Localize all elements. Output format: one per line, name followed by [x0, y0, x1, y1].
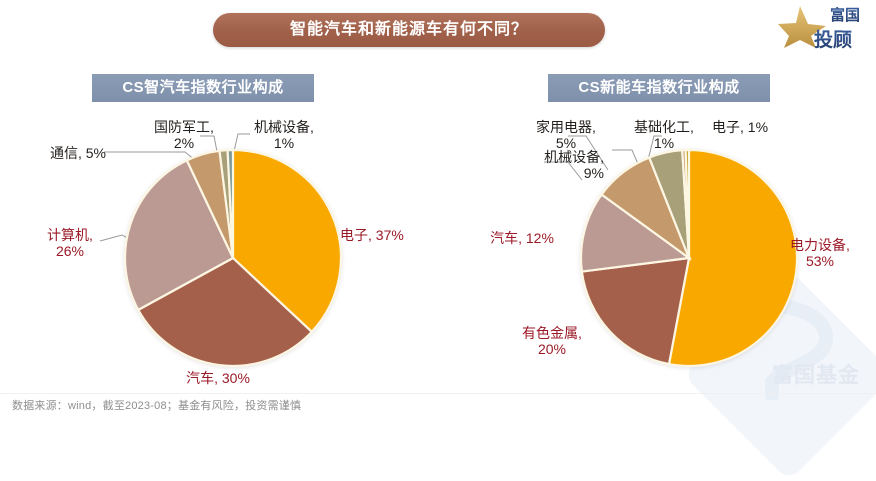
slide-title-banner: 智能汽车和新能源车有何不同？ — [213, 13, 605, 47]
label-nonferrous-metals-right: 有色金属, 20% — [522, 325, 582, 357]
label-machinery-right: 机械设备, 9% — [544, 149, 604, 181]
label-auto-right: 汽车, 12% — [490, 230, 554, 246]
label-electronics-left: 电子, 37% — [340, 227, 404, 243]
pie-chart-new-energy-vehicle — [578, 147, 800, 369]
pie-slice-electronics — [684, 148, 691, 259]
pie-slice-auto — [579, 192, 692, 273]
label-computer-left: 计算机, 26% — [47, 227, 93, 259]
page-title: 智能汽车和新能源车有何不同？ — [289, 21, 528, 38]
label-home-appliance-right: 家用电器, 5% — [536, 119, 596, 151]
chart-panel-smart-vehicle — [0, 108, 440, 393]
label-auto-left: 汽车, 30% — [186, 370, 250, 386]
chart-header-left: CS智汽车指数行业构成 — [92, 74, 314, 102]
watermark-swoosh-icon — [742, 296, 838, 400]
chart-panel-new-energy-vehicle — [440, 108, 876, 393]
label-electronics-right: 电子, 1% — [712, 119, 769, 135]
brand-logo: 富国 投顾 — [778, 2, 874, 50]
chart-title-right: CS新能车指数行业构成 — [578, 79, 740, 96]
label-defense-left: 国防军工, 2% — [154, 119, 214, 151]
chart-title-left: CS智汽车指数行业构成 — [122, 79, 284, 96]
data-source-note: 数据来源：wind，截至2023-08；基金有风险，投资需谨慎 — [12, 400, 302, 412]
label-machinery-left: 机械设备, 1% — [254, 119, 314, 151]
svg-text:富国: 富国 — [830, 6, 860, 24]
chart-header-right: CS新能车指数行业构成 — [548, 74, 770, 102]
label-power-equipment-right: 电力设备, 53% — [790, 237, 850, 269]
pie-slice-machinery — [226, 148, 235, 259]
pie-slice-auto — [136, 256, 314, 367]
pie-slice-electronics — [231, 148, 342, 334]
label-basic-chemicals-right: 基础化工, 1% — [634, 119, 694, 151]
pie-slice-nonferrous-metals — [580, 256, 691, 366]
pie-slice-computer — [123, 158, 235, 312]
label-telecom-left: 通信, 5% — [49, 145, 106, 161]
watermark-text: 富国基金 — [772, 364, 860, 387]
footer-divider — [0, 393, 876, 394]
pie-chart-smart-vehicle — [122, 147, 344, 369]
leader-lines-right — [440, 108, 876, 393]
pie-slice-power-equipment — [667, 148, 799, 368]
svg-text:投顾: 投顾 — [814, 28, 852, 50]
